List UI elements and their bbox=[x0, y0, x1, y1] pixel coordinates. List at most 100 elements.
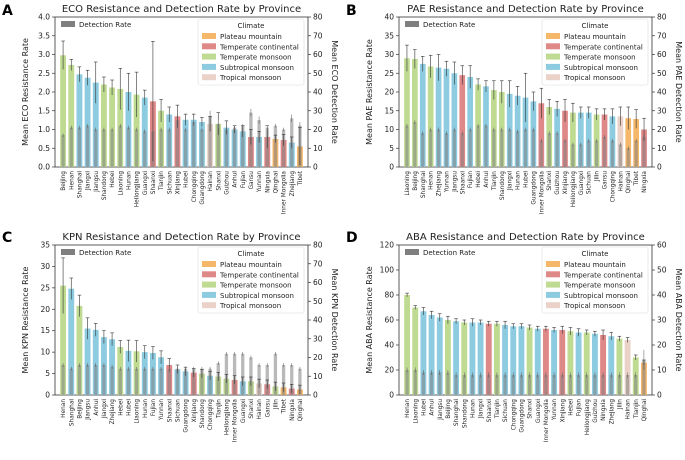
panel-a-ytick-left-label: 0.0 bbox=[38, 163, 50, 172]
panel-b-climate-legend-swatch-continental bbox=[546, 43, 560, 50]
panel-b-detection-bar bbox=[563, 140, 567, 167]
panel-a-resistance-bar bbox=[109, 87, 116, 167]
panel-a-detection-bar bbox=[69, 127, 73, 167]
panel-b-ytick-left-label: 30 bbox=[384, 50, 394, 59]
panel-d-resistance-bar bbox=[608, 336, 615, 395]
panel-a-detection-legend-label: Detection Rate bbox=[79, 21, 131, 29]
panel-a-xtick-label: Gansu bbox=[249, 171, 255, 190]
panel-a-xtick-label: Sichuan bbox=[167, 171, 173, 194]
panel-d-xtick-label: Xinjiang bbox=[560, 399, 566, 423]
panel-d-xtick-label: Hainan bbox=[626, 399, 632, 420]
panel-a-xtick-label: Xinjiang bbox=[175, 171, 181, 195]
panel-d-resistance-bar bbox=[420, 311, 427, 395]
panel-d-xtick-label: Guizhou bbox=[593, 399, 599, 423]
panel-b-detection-legend: Detection Rate bbox=[405, 21, 475, 29]
panel-a-ytick-right-label: 20 bbox=[313, 125, 323, 134]
panel-d-resistance-bar bbox=[412, 307, 419, 395]
panel-a-ytick-left-label: 1.0 bbox=[38, 125, 50, 134]
panel-d-xtick-label: Jilin bbox=[617, 399, 623, 411]
panel-a-climate-legend-swatch-subtropical bbox=[202, 63, 216, 70]
panel-c-xtick-label: Chongqing bbox=[208, 399, 214, 431]
panel-b-climate-legend-label-tropical: Tropical monsoon bbox=[563, 74, 625, 82]
panel-a-detection-bar bbox=[77, 127, 82, 167]
panel-c-detection-bar bbox=[69, 368, 73, 395]
panel-a-detection-bar bbox=[175, 120, 180, 167]
panel-a-detection-bar bbox=[241, 125, 245, 167]
panel-d-xtick-label: Hebei bbox=[568, 399, 574, 416]
panel-d-detection-bar bbox=[438, 372, 442, 395]
panel-b-xtick-label: Xinjiang bbox=[563, 171, 569, 195]
panel-d-detection-bar bbox=[519, 375, 524, 395]
panel-d-climate-legend-label-continental: Temperate continental bbox=[563, 271, 643, 279]
panel-c-detection-legend: Detection Rate bbox=[61, 249, 131, 257]
panel-a-detection-bar bbox=[134, 129, 139, 167]
panel-a-xtick-label: Beijing bbox=[61, 171, 67, 191]
panel-a-xtick-label: Yunnan bbox=[257, 171, 263, 193]
panel-d-detection-bar bbox=[462, 375, 466, 395]
panel-b-title: PAE Resistance and Detection Rate by Pro… bbox=[407, 4, 644, 15]
panel-b-xtick-label: Guizhou bbox=[555, 171, 561, 195]
panel-a-detection-bar bbox=[224, 129, 229, 167]
panel-c-detection-bar bbox=[249, 357, 253, 395]
panel-d-resistance-bar bbox=[444, 320, 451, 395]
panel-d-resistance-bar bbox=[518, 326, 525, 395]
panel-d-resistance-bar bbox=[526, 327, 533, 395]
panel-b-detection-bar bbox=[634, 140, 638, 167]
panel-d-resistance-bar bbox=[469, 322, 476, 395]
panel-a-ytick-right-label: 0 bbox=[313, 163, 318, 172]
panel-d-xtick-label: Shaanxi bbox=[487, 399, 493, 423]
panel-a-ylabel-right: Mean ECO Detection Rate bbox=[330, 40, 339, 144]
panel-d-resistance-bar bbox=[502, 325, 509, 395]
panel-d-detection-bar bbox=[470, 375, 475, 395]
panel-c-climate-legend-swatch-subtropical bbox=[202, 291, 216, 298]
panel-b-resistance-bar bbox=[451, 73, 458, 167]
panel-c-ytick-right-label: 70 bbox=[313, 259, 323, 268]
panel-a-ytick-right-label: 70 bbox=[313, 31, 323, 40]
panel-c-xtick-label: Tibet bbox=[282, 398, 288, 414]
panel-d-xtick-label: Qinghai bbox=[642, 399, 648, 422]
panel-b-xtick-label: Fujian bbox=[468, 171, 474, 188]
panel-b-climate-legend-label-continental: Temperate continental bbox=[563, 43, 643, 51]
panel-b-ytick-right-label: 50 bbox=[657, 69, 667, 78]
panel-d-resistance-bar bbox=[534, 328, 541, 395]
panel-a-detection-bar bbox=[273, 125, 278, 167]
panel-b-detection-bar bbox=[618, 144, 622, 167]
panel-b-ytick-left-label: 5 bbox=[389, 144, 394, 153]
panel-a-climate-legend-label-tropical: Tropical monsoon bbox=[219, 74, 281, 82]
panel-b-resistance-bar bbox=[435, 67, 442, 167]
panel-d-detection-legend: Detection Rate bbox=[405, 249, 475, 257]
panel-d-resistance-bar bbox=[575, 332, 582, 395]
panel-c-xtick-label: Anhui bbox=[94, 399, 100, 416]
panel-b-xtick-label: Shanxi bbox=[547, 171, 553, 191]
panel-b-climate-legend-label-temperate_monsoon: Temperate monsoon bbox=[563, 54, 636, 62]
panel-d-resistance-bar bbox=[453, 321, 460, 395]
panel-c-detection-bar bbox=[167, 368, 171, 395]
panel-b-xtick-label: Shaanxi bbox=[460, 171, 466, 195]
panel-b-ytick-right-label: 80 bbox=[657, 13, 667, 22]
panel-b-detection-bar bbox=[492, 129, 496, 167]
panel-b-detection-bar bbox=[413, 122, 417, 167]
panel-c-ytick-left-label: 20 bbox=[40, 305, 50, 314]
panel-a-xtick-label: Chongqing bbox=[192, 171, 198, 203]
panel-a-xtick-label: Inner Mongolia bbox=[282, 171, 288, 215]
panel-c-climate-legend-label-tropical: Tropical monsoon bbox=[219, 302, 281, 310]
panel-c-detection-bar bbox=[77, 365, 82, 395]
panel-d-climate-legend-label-temperate_monsoon: Temperate monsoon bbox=[563, 282, 636, 290]
panel-d-resistance-bar bbox=[542, 328, 549, 395]
panel-c-xtick-label: Inner Mongolia bbox=[233, 399, 239, 443]
panel-d-resistance-bar bbox=[510, 326, 517, 395]
panel-d-climate-legend-label-subtropical: Subtropical monsoon bbox=[564, 292, 638, 300]
panel-c-climate-legend-label-plateau: Plateau mountain bbox=[220, 261, 282, 269]
panel-b-climate-legend-swatch-plateau bbox=[546, 33, 560, 39]
panel-b-detection-bar bbox=[642, 137, 646, 167]
panel-a-xtick-label: Jiangxi bbox=[86, 171, 92, 192]
panel-d-xtick-label: Beijing bbox=[446, 399, 452, 419]
panel-a-ytick-left-label: 4.0 bbox=[38, 13, 50, 22]
panel-a-ytick-right-label: 50 bbox=[313, 69, 323, 78]
panel-c-climate-legend-swatch-plateau bbox=[202, 261, 216, 267]
panel-c-xtick-label: Henan bbox=[61, 399, 67, 418]
panel-d-xtick-label: Fujian bbox=[577, 399, 583, 416]
panel-c-climate-legend-label-temperate_monsoon: Temperate monsoon bbox=[219, 282, 292, 290]
panel-a-ytick-left-label: 1.5 bbox=[38, 106, 50, 115]
panel-d-detection-bar bbox=[454, 375, 458, 395]
